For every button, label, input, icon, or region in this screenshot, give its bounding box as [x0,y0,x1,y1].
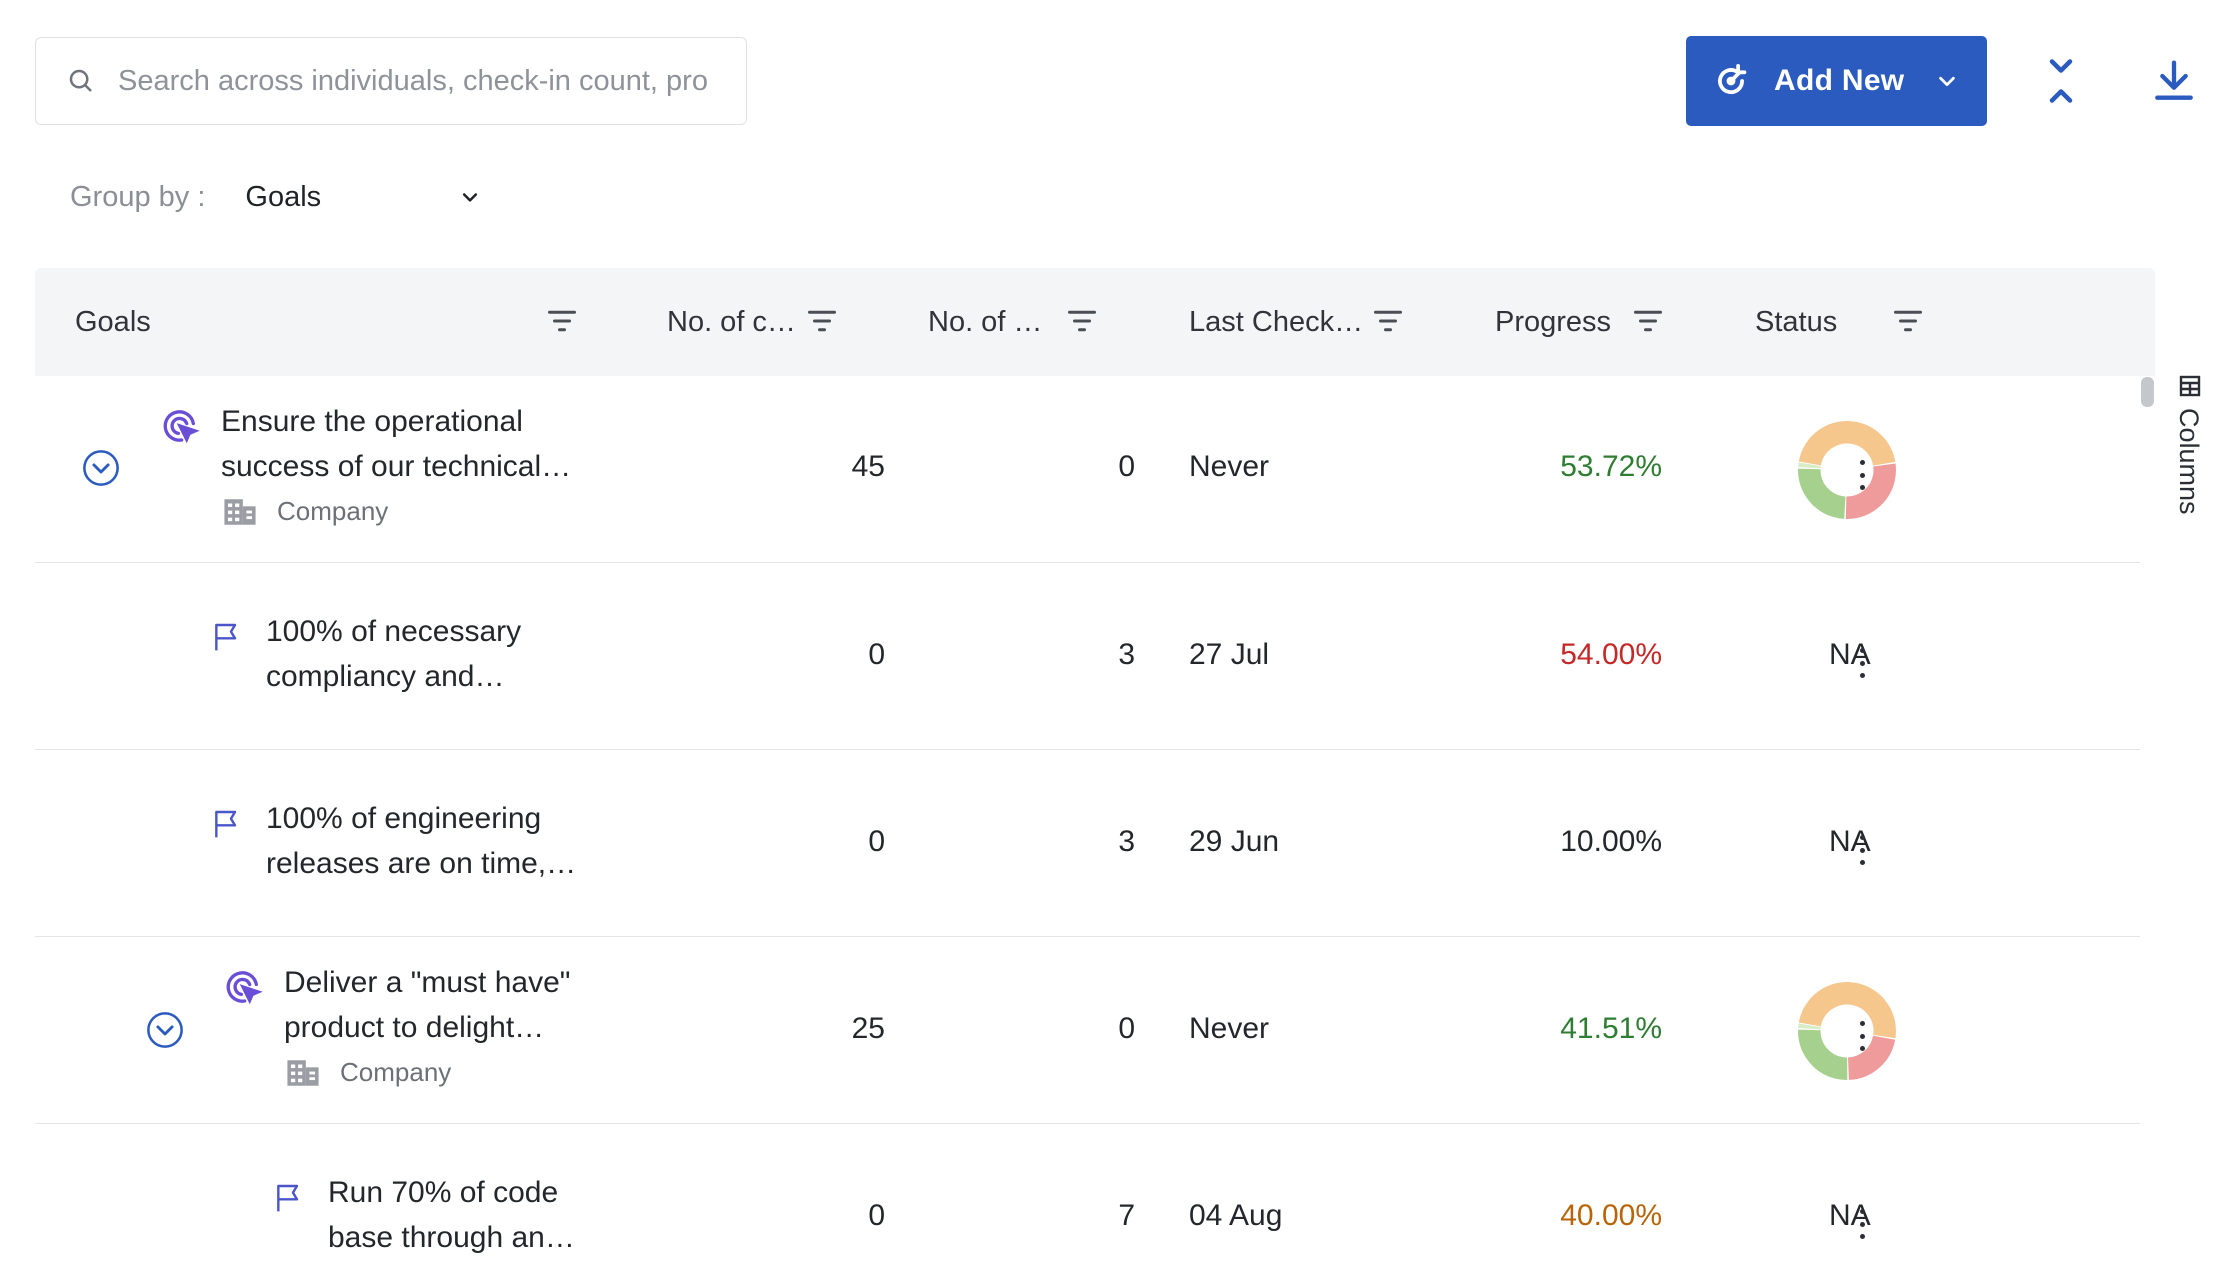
objective-icon [163,410,200,444]
filter-icon[interactable] [1373,308,1403,334]
filter-icon[interactable] [807,308,837,334]
goal-owner-label: Company [277,496,389,526]
last-checkin: 29 Jun [1189,825,1280,858]
progress-value: 41.51% [1560,1012,1662,1045]
goal-title-cont[interactable]: base through an… [328,1221,575,1254]
table-row[interactable]: 100% of necessary compliancy and… 0 3 27… [35,563,2140,750]
donut-segment [1798,421,1896,519]
last-checkin: Never [1189,1012,1270,1045]
goal-title-cont[interactable]: success of our technical… [221,450,572,483]
header-last-checkin[interactable]: Last Check… [1189,305,1364,338]
header-goals[interactable]: Goals [75,305,151,338]
count-value: 0 [1118,1012,1135,1045]
objective-icon [226,971,263,1005]
progress-value: 53.72% [1560,450,1662,483]
add-new-label: Add New [1774,64,1905,97]
checkin-count: 25 [851,1012,885,1045]
status-donut-chart [1798,421,1896,519]
expand-toggle-icon[interactable] [82,449,120,487]
checkin-count: 0 [868,638,885,671]
columns-label: Columns [2174,408,2204,515]
filter-icon[interactable] [547,308,577,334]
table-row[interactable]: Deliver a "must have" product to delight… [35,937,2140,1124]
status-donut-chart [1798,982,1896,1080]
header-count[interactable]: No. of … [928,305,1043,338]
search-box[interactable] [35,37,747,125]
columns-icon [2179,375,2201,397]
search-icon [69,69,92,92]
status-value: NA [1829,1199,1871,1232]
progress-value: 40.00% [1560,1199,1662,1232]
header-checkins[interactable]: No. of c… [667,305,796,338]
goal-owner: Company [223,496,388,527]
table-row[interactable]: Run 70% of code base through an… 0 7 04 … [35,1124,2140,1276]
goal-title[interactable]: 100% of engineering [266,802,542,835]
goal-title[interactable]: Deliver a "must have" [284,966,571,999]
table-row[interactable]: Ensure the operational success of our te… [35,376,2140,563]
table-header: Goals No. of c… No. of … Last Check… Pro… [35,268,2155,376]
row-menu-button[interactable] [1852,457,1872,493]
status-value: NA [1829,825,1871,858]
last-checkin: 04 Aug [1189,1199,1283,1232]
goal-title-cont[interactable]: compliancy and… [266,660,505,693]
progress-value: 10.00% [1560,825,1662,858]
header-progress[interactable]: Progress [1495,305,1612,338]
columns-panel-toggle[interactable]: Columns [2170,372,2214,522]
row-menu-button[interactable] [1852,645,1872,681]
download-button[interactable] [2150,55,2198,107]
goal-title-cont[interactable]: product to delight… [284,1011,545,1044]
group-by-select[interactable]: Goals [245,180,322,213]
table-row[interactable]: 100% of engineering releases are on time… [35,750,2140,937]
count-value: 3 [1118,825,1135,858]
filter-icon[interactable] [1633,308,1663,334]
row-menu-button[interactable] [1852,1206,1872,1242]
goal-title-cont[interactable]: releases are on time,… [266,847,577,880]
download-icon [2155,60,2193,100]
goal-title[interactable]: 100% of necessary [266,615,522,648]
count-value: 3 [1118,638,1135,671]
building-icon [224,498,256,525]
filter-icon[interactable] [1893,308,1923,334]
donut-segment [1798,421,1896,519]
scrollbar-thumb[interactable] [2141,377,2154,407]
goal-owner-label: Company [340,1057,452,1087]
filter-icon[interactable] [1067,308,1097,334]
search-input[interactable] [118,64,718,98]
flag-icon [277,1184,299,1212]
checkin-count: 0 [868,825,885,858]
group-by: Group by : Goals [70,175,480,219]
progress-value: 54.00% [1560,638,1662,671]
flag-icon [215,810,237,838]
last-checkin: Never [1189,450,1270,483]
building-icon [287,1059,319,1086]
add-new-button[interactable]: Add New [1686,36,1987,126]
count-value: 7 [1118,1199,1135,1232]
goal-refresh-icon [1718,64,1747,94]
collapse-icon [2049,59,2073,103]
row-menu-button[interactable] [1852,1018,1872,1054]
goal-title[interactable]: Run 70% of code [328,1176,559,1209]
donut-segment [1798,982,1896,1080]
flag-icon [215,623,237,651]
goal-owner: Company [286,1057,451,1088]
chevron-down-icon [1939,76,1956,87]
checkin-count: 0 [868,1199,885,1232]
donut-segment [1798,421,1896,519]
checkin-count: 45 [851,450,885,483]
goal-title[interactable]: Ensure the operational [221,405,523,438]
collapse-all-button[interactable] [2040,55,2082,107]
expand-toggle-icon[interactable] [146,1011,184,1049]
count-value: 0 [1118,450,1135,483]
group-by-label: Group by : [70,180,206,213]
header-status[interactable]: Status [1755,305,1838,338]
status-value: NA [1829,638,1871,671]
last-checkin: 27 Jul [1189,638,1270,671]
chevron-down-icon[interactable] [460,187,480,207]
row-menu-button[interactable] [1852,832,1872,868]
